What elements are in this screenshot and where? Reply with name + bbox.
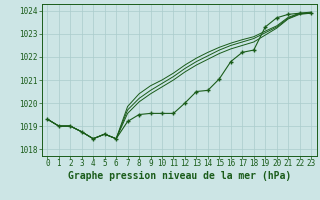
X-axis label: Graphe pression niveau de la mer (hPa): Graphe pression niveau de la mer (hPa) (68, 171, 291, 181)
